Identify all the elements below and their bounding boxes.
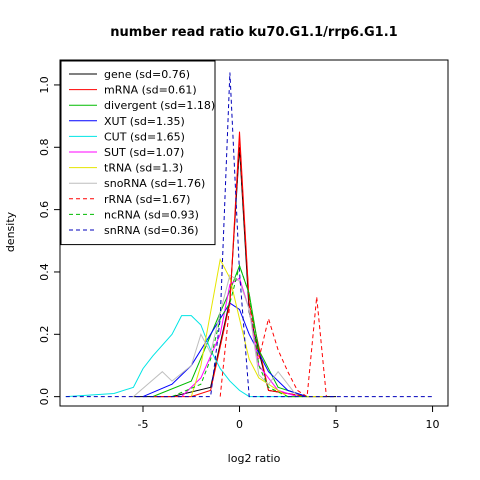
series-line-1 bbox=[152, 131, 308, 398]
x-tick-label: 0 bbox=[236, 418, 243, 431]
x-tick-label: -5 bbox=[138, 418, 149, 431]
legend-label-1: mRNA (sd=0.61) bbox=[104, 84, 197, 97]
series-line-8 bbox=[219, 140, 327, 398]
plot-area bbox=[65, 72, 433, 398]
legend-label-9: ncRNA (sd=0.93) bbox=[104, 208, 199, 221]
legend-label-4: CUT (sd=1.65) bbox=[104, 130, 185, 143]
chart-title: number read ratio ku70.G1.1/rrp6.G1.1 bbox=[110, 25, 397, 40]
x-tick-label: 10 bbox=[426, 418, 440, 431]
y-tick-label: 0.2 bbox=[38, 326, 51, 344]
axes: -5 0 5 10 0.0 0.2 0.4 0.6 0.8 1.0 bbox=[38, 59, 449, 431]
series-line-3 bbox=[142, 302, 308, 398]
y-tick-label: 0.6 bbox=[38, 201, 51, 219]
series-line-7 bbox=[133, 274, 298, 397]
y-tick-label: 0.4 bbox=[38, 263, 51, 281]
y-tick-label: 1.0 bbox=[38, 76, 51, 94]
series-line-10 bbox=[65, 72, 433, 398]
legend-label-10: snRNA (sd=0.36) bbox=[104, 224, 199, 237]
x-axis-label: log2 ratio bbox=[228, 452, 281, 465]
legend-label-5: SUT (sd=1.07) bbox=[104, 146, 184, 159]
legend: gene (sd=0.76) mRNA (sd=0.61) divergent (s… bbox=[60, 60, 216, 246]
y-tick-label: 0.0 bbox=[38, 388, 51, 406]
y-tick-label: 0.8 bbox=[38, 139, 51, 157]
legend-label-3: XUT (sd=1.35) bbox=[104, 115, 185, 128]
x-tick-label: 5 bbox=[333, 418, 340, 431]
legend-label-0: gene (sd=0.76) bbox=[104, 68, 190, 81]
legend-label-7: snoRNA (sd=1.76) bbox=[104, 177, 205, 190]
plot-frame bbox=[59, 59, 449, 407]
legend-label-6: tRNA (sd=1.3) bbox=[104, 162, 183, 175]
legend-label-8: rRNA (sd=1.67) bbox=[104, 193, 190, 206]
legend-label-2: divergent (sd=1.18) bbox=[104, 99, 215, 112]
y-axis-label: density bbox=[4, 211, 17, 252]
series-line-9 bbox=[171, 263, 308, 398]
